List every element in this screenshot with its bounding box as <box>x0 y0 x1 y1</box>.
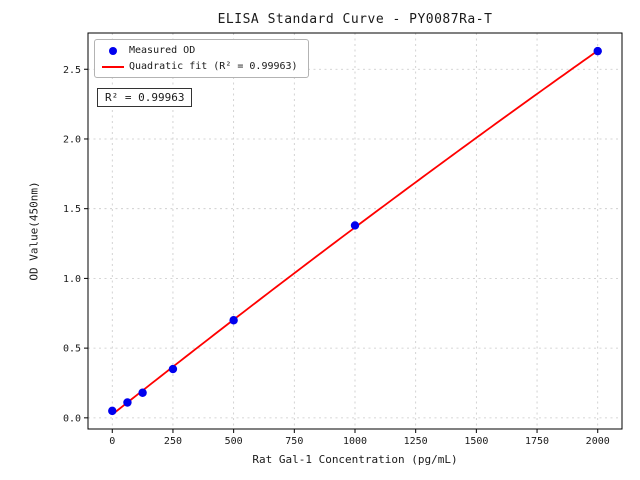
x-tick-label: 1500 <box>464 436 488 447</box>
legend-label-measured-od: Measured OD <box>129 45 196 56</box>
y-tick-label: 2.0 <box>63 134 81 145</box>
data-point <box>350 221 360 230</box>
data-point <box>168 364 178 374</box>
measured-od-marker-icon <box>109 46 117 55</box>
legend-item-measured-od: Measured OD <box>102 45 298 56</box>
quadratic-fit-marker-icon <box>102 65 124 68</box>
y-axis-label: OD Value(450nm) <box>27 181 41 281</box>
data-point <box>229 316 238 325</box>
legend-item-quadratic-fit: Quadratic fit (R² = 0.99963) <box>102 61 298 72</box>
x-tick-label: 250 <box>164 436 182 447</box>
legend-box: Measured OD Quadratic fit (R² = 0.99963) <box>94 39 309 78</box>
data-point <box>123 398 132 407</box>
data-point <box>138 388 147 397</box>
y-tick-label: 1.5 <box>63 204 81 215</box>
x-tick-label: 1250 <box>404 436 428 447</box>
y-tick-label: 0.0 <box>63 413 81 424</box>
x-tick-label: 0 <box>109 436 115 447</box>
x-tick-label: 750 <box>285 436 303 447</box>
x-tick-label: 1750 <box>525 436 549 447</box>
y-tick-label: 1.0 <box>63 274 81 285</box>
chart-title: ELISA Standard Curve - PY0087Ra-T <box>217 12 493 27</box>
x-tick-label: 1000 <box>343 436 367 447</box>
legend-label-quadratic-fit: Quadratic fit (R² = 0.99963) <box>129 61 298 72</box>
y-tick-label: 2.5 <box>63 65 81 76</box>
x-axis-label: Rat Gal-1 Concentration (pg/mL) <box>252 453 458 466</box>
x-tick-label: 2000 <box>586 436 610 447</box>
y-tick-label: 0.5 <box>63 344 81 355</box>
data-point <box>593 46 602 56</box>
data-point <box>108 406 117 416</box>
r-squared-annotation: R² = 0.99963 <box>97 88 193 107</box>
x-tick-label: 500 <box>225 436 243 447</box>
